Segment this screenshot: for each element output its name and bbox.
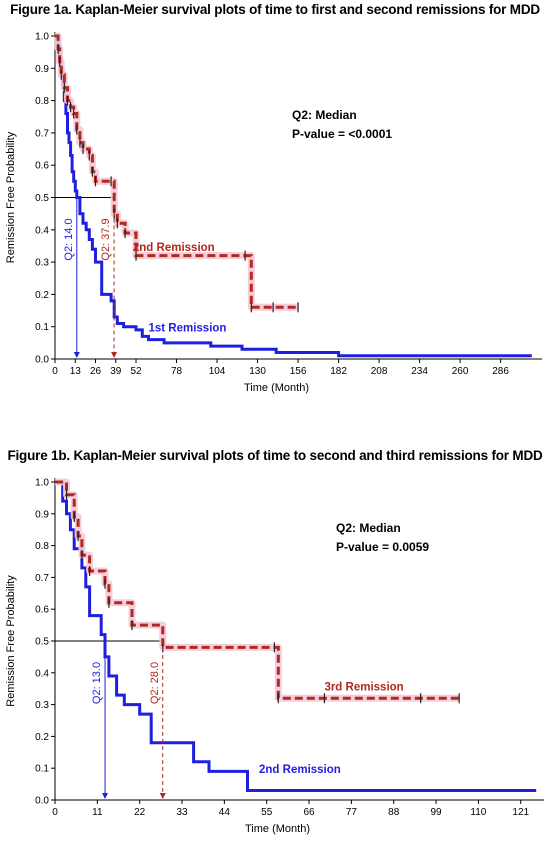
x-tick-label: 234 bbox=[411, 366, 428, 377]
annotation-text: P-value = <0.0001 bbox=[292, 127, 392, 141]
y-tick-label: 0.7 bbox=[35, 128, 49, 139]
y-tick-label: 0.1 bbox=[35, 322, 49, 333]
x-tick-label: 66 bbox=[303, 807, 315, 818]
y-tick-label: 0.7 bbox=[35, 573, 49, 584]
median-arrowhead bbox=[102, 793, 109, 799]
x-tick-label: 110 bbox=[470, 807, 486, 818]
series-label: 2nd Remission bbox=[259, 764, 341, 776]
series-label: 3rd Remission bbox=[324, 681, 403, 693]
x-tick-label: 11 bbox=[92, 807, 103, 818]
x-tick-label: 208 bbox=[371, 366, 388, 377]
series-label: 1st Remission bbox=[148, 323, 226, 335]
y-tick-label: 0.9 bbox=[35, 509, 49, 520]
x-tick-label: 156 bbox=[290, 366, 307, 377]
median-arrowhead bbox=[73, 352, 80, 358]
x-tick-label: 39 bbox=[110, 366, 122, 377]
x-tick-label: 13 bbox=[70, 366, 82, 377]
median-label: Q2: 14.0 bbox=[63, 218, 75, 260]
series-line-2 bbox=[55, 34, 299, 309]
x-tick-label: 286 bbox=[492, 366, 509, 377]
y-tick-label: 0.8 bbox=[35, 96, 49, 107]
x-tick-label: 260 bbox=[452, 366, 469, 377]
x-tick-label: 104 bbox=[209, 366, 226, 377]
x-tick-label: 0 bbox=[52, 366, 58, 377]
median-label: Q2: 37.9 bbox=[100, 218, 112, 260]
y-tick-label: 0.6 bbox=[35, 605, 49, 616]
median-label: Q2: 13.0 bbox=[91, 662, 103, 704]
y-tick-label: 1.0 bbox=[35, 32, 49, 43]
y-tick-label: 0.0 bbox=[35, 796, 49, 807]
y-tick-label: 1.0 bbox=[35, 478, 49, 489]
x-tick-label: 78 bbox=[171, 366, 183, 377]
figure-1a-chart: 0.0 0.1 0.2 0.3 0.4 0.5 0.6 0.7 0.8 0.9 1.0 0 13 26 39… bbox=[5, 32, 542, 394]
x-tick-label: 0 bbox=[52, 807, 58, 818]
x-tick-label: 88 bbox=[388, 807, 400, 818]
y-tick-label: 0.6 bbox=[35, 161, 49, 172]
y-tick-label: 0.1 bbox=[35, 764, 49, 775]
y-tick-label: 0.3 bbox=[35, 258, 49, 269]
y-tick-label: 0.3 bbox=[35, 700, 49, 711]
y-tick-label: 0.2 bbox=[35, 732, 49, 743]
series-line-2 bbox=[55, 480, 460, 700]
x-tick-label: 44 bbox=[219, 807, 231, 818]
y-tick-label: 0.4 bbox=[35, 225, 49, 236]
x-tick-label: 121 bbox=[512, 807, 529, 818]
figure-1b-title: Figure 1b. Kaplan-Meier survival plots o… bbox=[7, 448, 543, 463]
x-tick-label: 55 bbox=[261, 807, 273, 818]
x-tick-label: 182 bbox=[330, 366, 347, 377]
y-tick-label: 0.0 bbox=[35, 355, 49, 366]
x-tick-label: 77 bbox=[346, 807, 358, 818]
x-tick-label: 130 bbox=[249, 366, 266, 377]
x-tick-label: 26 bbox=[90, 366, 102, 377]
x-tick-label: 52 bbox=[130, 366, 142, 377]
y-tick-label: 0.2 bbox=[35, 290, 49, 301]
x-tick-label: 33 bbox=[176, 807, 188, 818]
x-axis-title: Time (Month) bbox=[244, 382, 309, 394]
figure-1b-chart: 0.0 0.1 0.2 0.3 0.4 0.5 0.6 0.7 0.8 0.9 1.0 0 11 22 33… bbox=[5, 478, 544, 835]
median-arrowhead bbox=[159, 793, 166, 799]
figure-1a-title: Figure 1a. Kaplan-Meier survival plots o… bbox=[10, 2, 540, 17]
y-axis-title: Remission Free Probability bbox=[5, 131, 17, 263]
y-tick-label: 0.4 bbox=[35, 668, 49, 679]
y-tick-label: 0.5 bbox=[35, 193, 49, 204]
median-label: Q2: 28.0 bbox=[149, 662, 161, 704]
y-tick-label: 0.5 bbox=[35, 637, 49, 648]
x-tick-label: 22 bbox=[134, 807, 146, 818]
median-arrowhead bbox=[111, 352, 118, 358]
annotation-text: Q2: Median bbox=[336, 521, 401, 535]
series-halo bbox=[55, 478, 460, 702]
y-tick-label: 0.9 bbox=[35, 64, 49, 75]
x-axis-title: Time (Month) bbox=[245, 823, 310, 835]
series-label: 2nd Remission bbox=[133, 242, 215, 254]
x-tick-label: 99 bbox=[431, 807, 443, 818]
y-tick-label: 0.8 bbox=[35, 541, 49, 552]
annotation-text: Q2: Median bbox=[292, 108, 357, 122]
y-axis-title: Remission Free Probability bbox=[5, 575, 17, 707]
series-line-1 bbox=[55, 480, 537, 792]
annotation-text: P-value = 0.0059 bbox=[336, 540, 429, 554]
